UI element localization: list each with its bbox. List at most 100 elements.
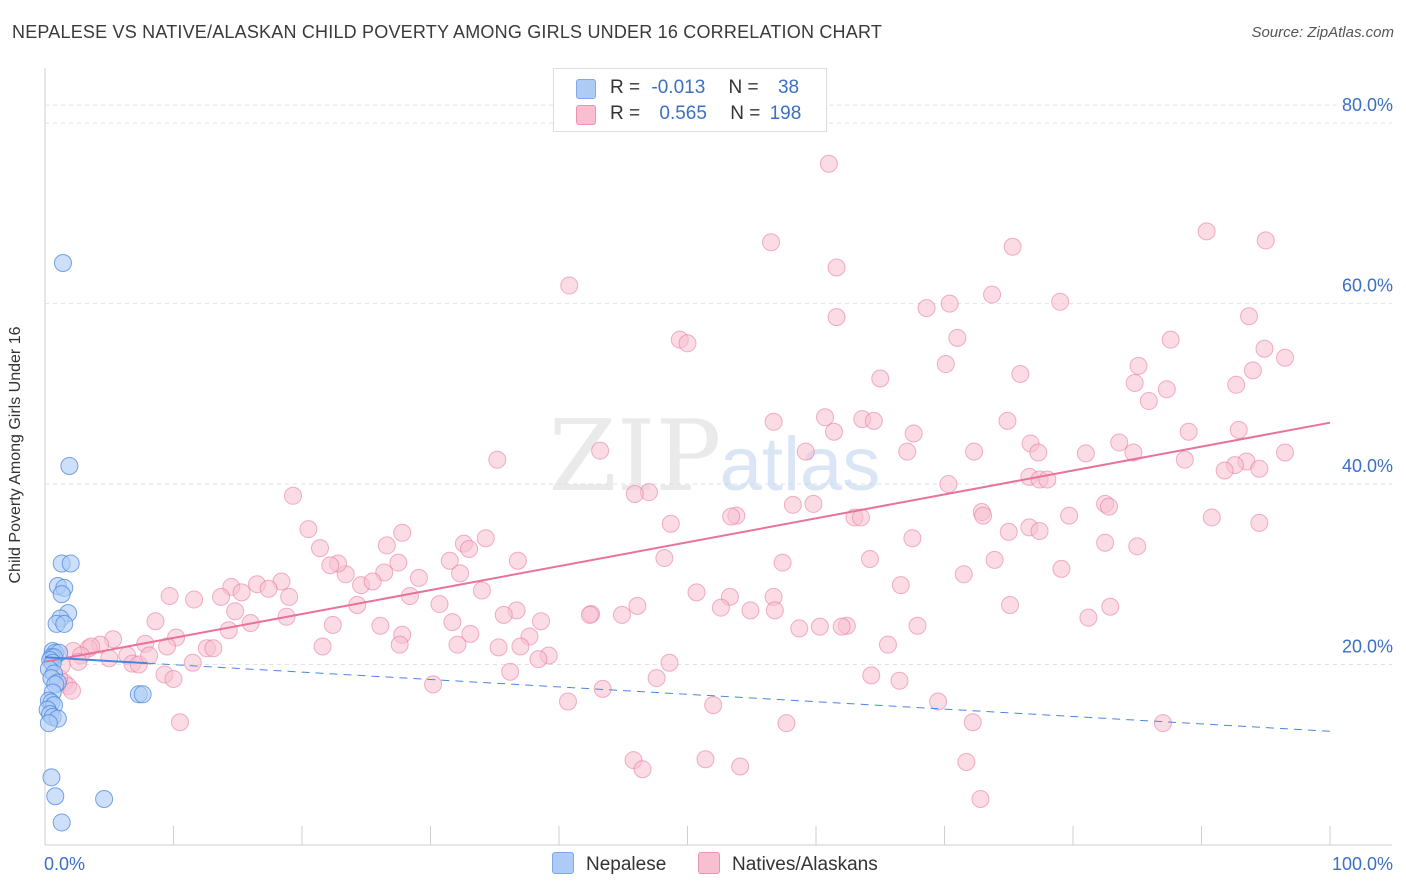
natives-point <box>1229 420 1248 439</box>
natives-point <box>299 520 318 539</box>
natives-point <box>448 635 467 654</box>
natives-point <box>661 514 680 533</box>
natives-point <box>1255 339 1274 358</box>
nepalese-point <box>55 614 74 633</box>
natives-point <box>878 635 897 654</box>
natives-point <box>612 605 631 624</box>
trend-lines <box>44 421 1331 732</box>
natives-point <box>389 553 408 572</box>
natives-point <box>511 637 530 656</box>
natives-point <box>965 442 984 461</box>
natives-point <box>939 475 958 494</box>
natives-point <box>827 308 846 327</box>
natives-point <box>1157 380 1176 399</box>
chart-title: NEPALESE VS NATIVE/ALASKAN CHILD POVERTY… <box>12 22 883 42</box>
natives-point <box>1153 714 1172 733</box>
natives-point <box>1101 597 1120 616</box>
nepalese-point <box>133 685 152 704</box>
natives-point <box>321 556 340 575</box>
natives-point <box>796 442 815 461</box>
natives-point <box>1256 231 1275 250</box>
natives-point <box>158 637 177 656</box>
nepalese-point <box>52 813 71 832</box>
natives-point <box>1125 373 1144 392</box>
natives-point <box>310 539 329 558</box>
legend-n-value: 38 <box>777 77 800 98</box>
y-tick-label: 80.0% <box>1342 95 1393 115</box>
natives-point <box>940 294 959 313</box>
natives-point <box>1250 513 1269 532</box>
y-tick-label: 20.0% <box>1342 637 1393 657</box>
natives-point <box>1129 356 1148 375</box>
natives-point <box>212 587 231 606</box>
natives-points <box>50 154 1295 808</box>
nepalese-point <box>39 714 58 733</box>
natives-point <box>1051 292 1070 311</box>
natives-point <box>501 662 520 681</box>
natives-point <box>1060 506 1079 525</box>
natives-point <box>1243 361 1262 380</box>
nepalese-point <box>61 554 80 573</box>
natives-point <box>508 551 527 570</box>
natives-point <box>762 233 781 252</box>
natives-point <box>790 619 809 638</box>
natives-point <box>628 596 647 615</box>
natives-point <box>891 576 910 595</box>
nepalese-point <box>46 787 65 806</box>
legend-swatch-nepalese <box>576 79 596 99</box>
natives-point <box>832 617 851 636</box>
y-tick-label: 60.0% <box>1342 276 1393 296</box>
natives-point <box>765 601 784 620</box>
natives-point <box>625 484 644 503</box>
nepalese-point <box>95 789 114 808</box>
natives-point <box>440 551 459 570</box>
natives-point <box>1011 364 1030 383</box>
natives-point <box>804 494 823 513</box>
natives-point <box>773 553 792 572</box>
natives-point <box>560 276 579 295</box>
natives-point <box>204 639 223 658</box>
natives-point <box>170 713 189 732</box>
natives-point <box>810 617 829 636</box>
natives-point <box>890 671 909 690</box>
watermark-atlas: atlas <box>720 422 881 507</box>
legend-r-value: -0.013 <box>651 77 706 98</box>
natives-point <box>393 523 412 542</box>
natives-point <box>489 638 508 657</box>
natives-point <box>783 495 802 514</box>
source-label: Source: ZipAtlas.com <box>1251 24 1394 41</box>
natives-point <box>461 624 480 643</box>
tick-labels: 20.0% 40.0% 60.0% 80.0% 0.0% 100.0% <box>44 95 1393 874</box>
natives-point <box>219 621 238 640</box>
bottom-legend-natives: Natives/Alaskans <box>698 852 878 876</box>
natives-point <box>313 637 332 656</box>
natives-point <box>1001 595 1020 614</box>
natives-point <box>1079 608 1098 627</box>
legend-r-label: R = <box>610 103 641 124</box>
nepalese-point <box>42 768 61 787</box>
natives-point <box>1110 433 1129 452</box>
x-tick-label: 0.0% <box>44 854 85 874</box>
natives-point <box>722 507 741 526</box>
natives-point <box>655 549 674 568</box>
natives-point <box>532 612 551 631</box>
natives-point <box>963 713 982 732</box>
natives-point <box>647 669 666 688</box>
x-tick-label: 100.0% <box>1332 854 1393 874</box>
natives-point <box>936 355 955 374</box>
natives-point <box>1240 307 1259 326</box>
bottom-legend-swatch-natives <box>698 852 720 874</box>
legend-r-label: R = <box>610 77 641 98</box>
natives-point <box>827 258 846 277</box>
natives-point <box>1128 537 1147 556</box>
natives-point <box>1139 392 1158 411</box>
natives-point <box>871 369 890 388</box>
natives-point <box>633 760 652 779</box>
natives-point <box>430 595 449 614</box>
gridlines <box>45 104 1392 666</box>
natives-point <box>999 522 1018 541</box>
natives-point <box>424 675 443 694</box>
natives-point <box>908 616 927 635</box>
natives-point <box>185 590 204 609</box>
